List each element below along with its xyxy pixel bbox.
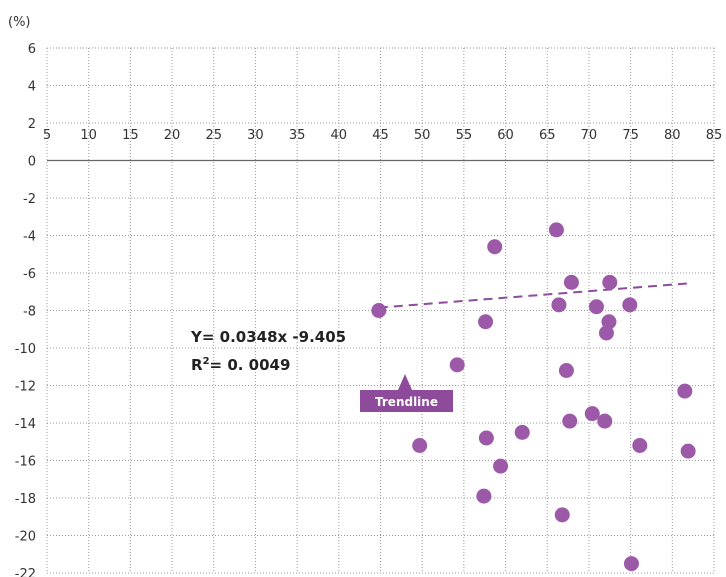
x-tick-label: 70	[581, 128, 598, 143]
y-tick-label: -8	[23, 305, 36, 320]
data-point	[623, 556, 639, 572]
trendline-annotation: Y= 0.0348x -9.405 R2= 0. 0049 Trendline	[190, 328, 453, 412]
x-tick-label: 40	[331, 128, 348, 143]
r-squared-value: = 0. 0049	[210, 356, 291, 374]
trendline-label: Trendline	[375, 395, 438, 409]
y-tick-label: -10	[15, 342, 36, 357]
trendline-equation: Y= 0.0348x -9.405	[190, 328, 346, 346]
data-point	[677, 383, 693, 399]
y-tick-label: 0	[28, 155, 36, 170]
y-tick-label: -4	[23, 230, 36, 245]
y-axis-unit-label: (%)	[8, 15, 31, 30]
data-point	[588, 299, 604, 315]
data-point	[558, 363, 574, 378]
data-point	[493, 458, 509, 474]
data-point	[602, 274, 618, 290]
x-tick-label: 25	[205, 128, 222, 143]
trendline	[378, 282, 689, 309]
data-point	[680, 443, 696, 459]
y-tick-label: -16	[15, 455, 36, 470]
data-point	[371, 303, 387, 318]
data-point	[554, 507, 570, 523]
data-points	[371, 222, 696, 572]
y-tick-label: 4	[28, 80, 36, 95]
y-tick-label: -6	[23, 267, 36, 282]
data-point	[597, 413, 613, 429]
trendline-label-box	[360, 390, 453, 412]
x-tick-label: 85	[706, 128, 723, 143]
data-point	[412, 438, 428, 453]
trendline-label-pointer	[398, 374, 412, 390]
y-tick-label: -14	[15, 417, 36, 432]
data-point	[548, 222, 564, 238]
data-point	[563, 274, 579, 290]
data-point	[551, 297, 567, 313]
x-tick-label: 30	[247, 128, 264, 143]
r-squared-superscript: 2	[203, 356, 210, 367]
x-tick-label: 60	[497, 128, 514, 143]
x-tick-label: 35	[289, 128, 306, 143]
data-point	[598, 325, 614, 341]
x-tick-label: 75	[622, 128, 639, 143]
y-tick-label: 6	[28, 42, 36, 57]
x-tick-label: 80	[664, 128, 681, 143]
data-point	[622, 297, 638, 313]
data-point	[601, 314, 617, 330]
trendline-r-squared: R2= 0. 0049	[191, 356, 290, 374]
data-point	[487, 239, 503, 255]
y-tick-labels: 6 4 2 0 -2 -4 -6 -8 -10 -12 -14 -16 -18 -20 -22	[15, 42, 36, 577]
data-point	[478, 430, 494, 446]
x-tick-label: 15	[122, 128, 139, 143]
x-tick-labels: 5 10 15 20 25 30 35 40 45 50 55 60 65 70 75 80 85	[43, 128, 722, 143]
y-tick-label: -12	[15, 380, 36, 395]
x-tick-label: 20	[164, 128, 181, 143]
x-tick-label: 45	[372, 128, 389, 143]
y-tick-label: -2	[23, 192, 36, 207]
x-tick-label: 10	[80, 128, 97, 143]
data-point	[476, 488, 492, 504]
data-point	[632, 438, 648, 453]
data-point	[562, 413, 578, 429]
x-tick-label: 55	[456, 128, 473, 143]
data-point	[449, 357, 465, 373]
y-tick-label: -20	[15, 530, 36, 545]
y-tick-label: -18	[15, 492, 36, 507]
y-tick-label: 2	[28, 117, 36, 132]
data-point	[584, 406, 600, 422]
r-squared-letter: R	[191, 356, 203, 374]
data-point	[478, 314, 494, 330]
x-tick-label: 5	[43, 128, 51, 143]
y-tick-label: -22	[15, 567, 36, 577]
x-tick-label: 50	[414, 128, 431, 143]
data-point	[514, 424, 530, 440]
x-tick-label: 65	[539, 128, 556, 143]
